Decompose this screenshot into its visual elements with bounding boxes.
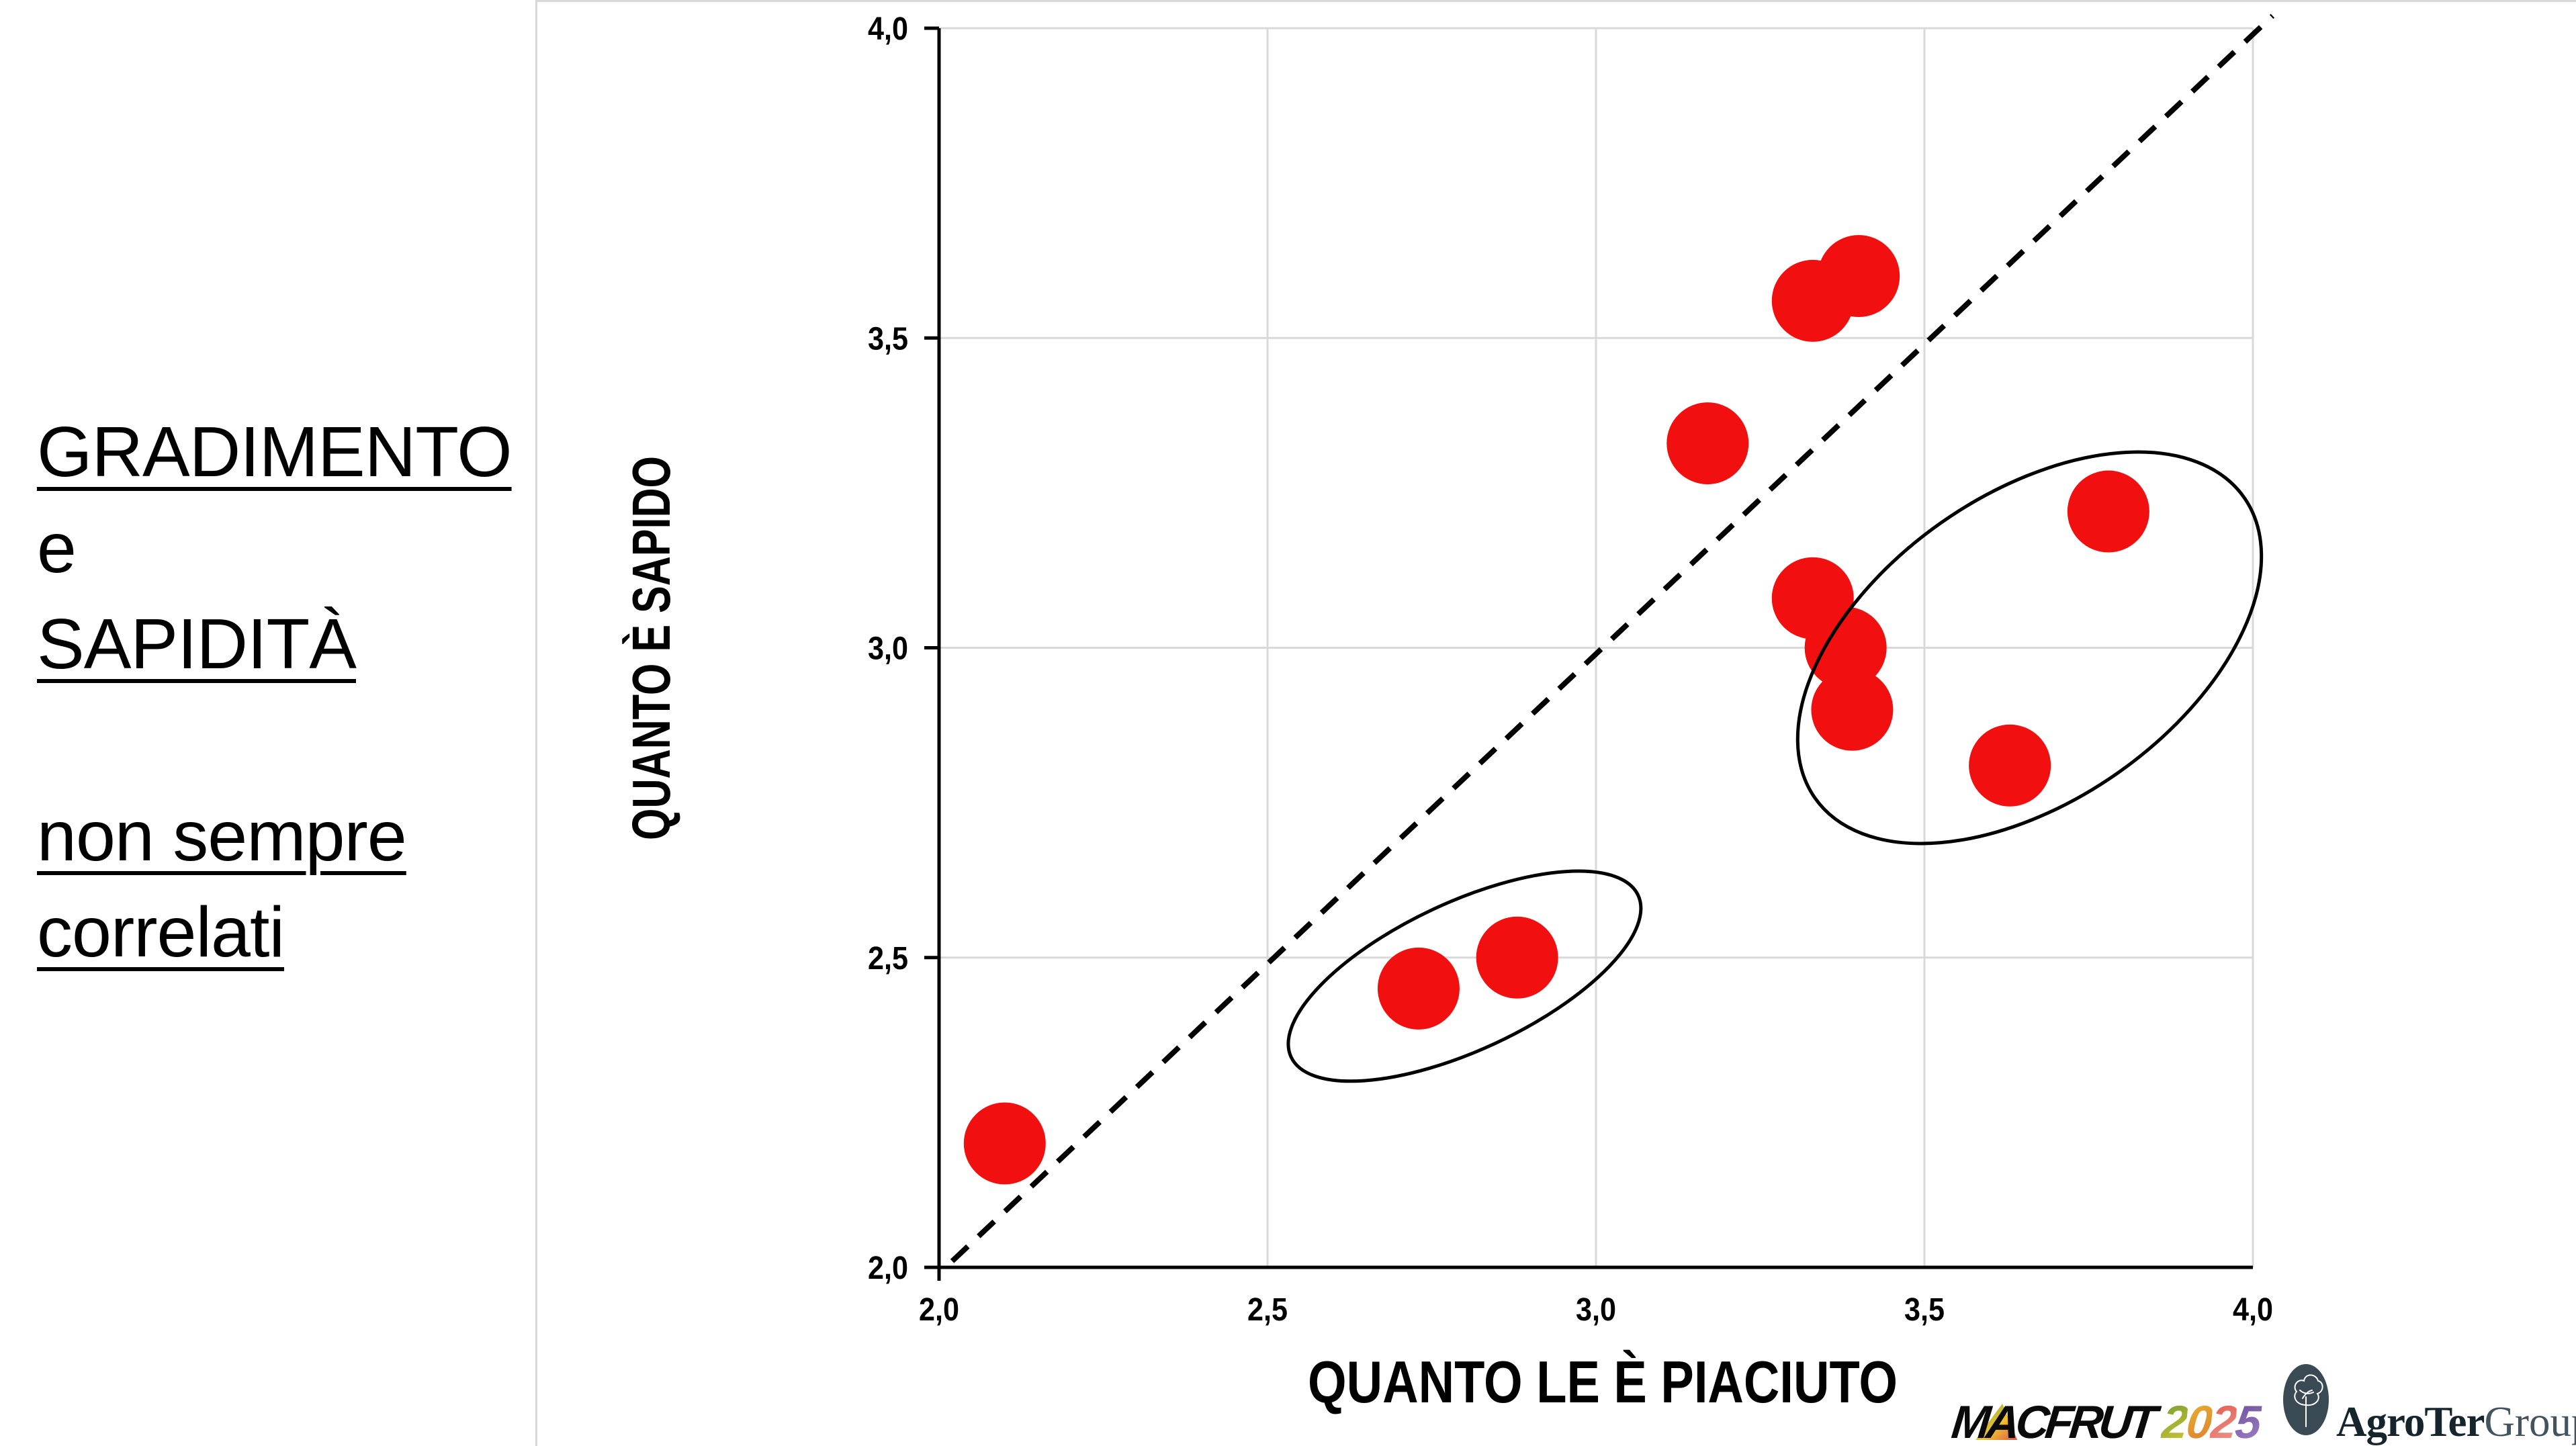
slide-title-line: GRADIMENTO xyxy=(37,412,513,492)
agroter-name: AgroTer xyxy=(2336,1398,2485,1445)
data-point xyxy=(963,1102,1046,1185)
x-tick-label: 2,0 xyxy=(919,1292,959,1328)
data-point xyxy=(1377,947,1460,1030)
macfrut-year-digit: 5 xyxy=(2233,1396,2262,1446)
macfrut-logo: MACFRUT 2025 xyxy=(1949,1396,2263,1446)
y-tick-label: 2,5 xyxy=(868,941,908,977)
annotation-ellipse xyxy=(1795,450,2264,846)
data-point xyxy=(2067,470,2149,553)
x-tick-label: 3,5 xyxy=(1904,1292,1945,1328)
data-point xyxy=(1969,724,2051,807)
y-tick-label: 4,0 xyxy=(868,11,908,47)
data-point xyxy=(1811,668,1894,751)
agroter-logo: AgroTerGroup xyxy=(2282,1363,2576,1446)
data-point xyxy=(1476,916,1558,999)
y-tick-label: 3,0 xyxy=(868,631,908,667)
y-tick-label: 3,5 xyxy=(868,321,908,357)
x-tick-label: 3,0 xyxy=(1576,1292,1616,1328)
macfrut-year: 2025 xyxy=(2160,1396,2263,1446)
x-tick-label: 2,5 xyxy=(1247,1292,1288,1328)
slide-title-line: e xyxy=(37,508,77,588)
identity-dashed-line xyxy=(950,13,2275,1263)
annotation-ellipse xyxy=(1286,869,1643,1083)
slide-title: GRADIMENTO e SAPIDITÀ non sempre correlati xyxy=(37,404,534,981)
x-axis-title: QUANTO LE È PIACIUTO xyxy=(1308,1349,1898,1415)
data-point xyxy=(1667,402,1749,485)
slide-title-line: SAPIDITÀ xyxy=(37,604,357,684)
chart-frame xyxy=(535,0,2576,1446)
macfrut-wordmark: MACFRUT xyxy=(1949,1396,2156,1446)
data-point xyxy=(1804,606,1887,689)
agroter-tree-icon xyxy=(2283,1364,2329,1435)
y-tick-label: 2,0 xyxy=(868,1251,908,1286)
y-axis-title: QUANTO È SAPIDO xyxy=(621,456,681,840)
slide-title-line: non sempre xyxy=(37,797,407,876)
x-tick-label: 4,0 xyxy=(2233,1292,2273,1328)
data-point xyxy=(1818,235,1900,317)
agroter-group: Group xyxy=(2484,1398,2576,1445)
slide-title-line: correlati xyxy=(37,893,285,972)
